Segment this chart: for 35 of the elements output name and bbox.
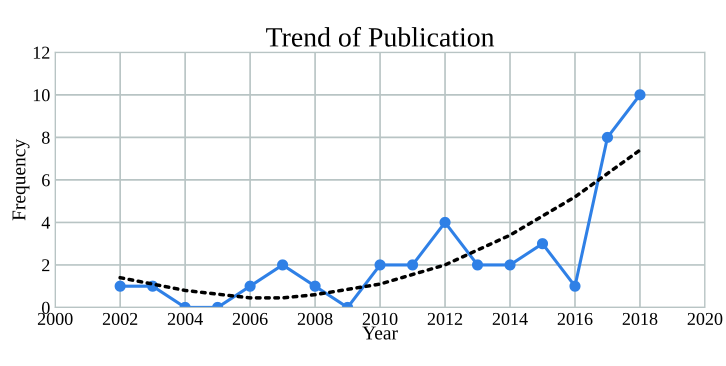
x-tick-label: 2016	[558, 312, 593, 326]
x-tick-label: 2006	[232, 312, 268, 326]
y-tick-label: 12	[34, 46, 50, 59]
y-axis-title: Frequency	[12, 138, 30, 220]
point	[472, 259, 484, 270]
y-tick-label: 4	[42, 216, 50, 229]
line-series	[118, 148, 642, 300]
x-tick-label: 2002	[102, 312, 138, 326]
x-tick-label: 2014	[492, 312, 528, 326]
x-tick-label: 2004	[168, 312, 203, 326]
x-tick-label: 2012	[428, 312, 462, 326]
point	[439, 216, 451, 228]
point	[277, 259, 288, 270]
point	[602, 132, 614, 143]
point	[406, 259, 418, 270]
point	[114, 280, 126, 292]
chart-title: Trend of Publication	[266, 26, 494, 47]
y-tick-label: 0	[42, 302, 50, 314]
point	[569, 280, 581, 292]
y-tick-label: 6	[42, 174, 50, 186]
point	[536, 238, 548, 250]
x-tick-label: 2020	[688, 312, 722, 326]
y-tick-label: 10	[34, 89, 50, 102]
x-tick-label: 2018	[622, 312, 658, 326]
y-tick-label: 8	[42, 132, 50, 144]
x-tick-label: 2008	[298, 312, 332, 326]
point	[374, 259, 386, 270]
y-tick-label: 2	[42, 259, 50, 272]
point	[504, 259, 516, 270]
point	[634, 89, 646, 100]
x-tick-label: 2000	[38, 312, 73, 326]
point	[244, 280, 256, 292]
x-tick-label: 2010	[362, 312, 398, 326]
point	[310, 280, 321, 292]
x-axis-title: Year	[362, 326, 398, 340]
